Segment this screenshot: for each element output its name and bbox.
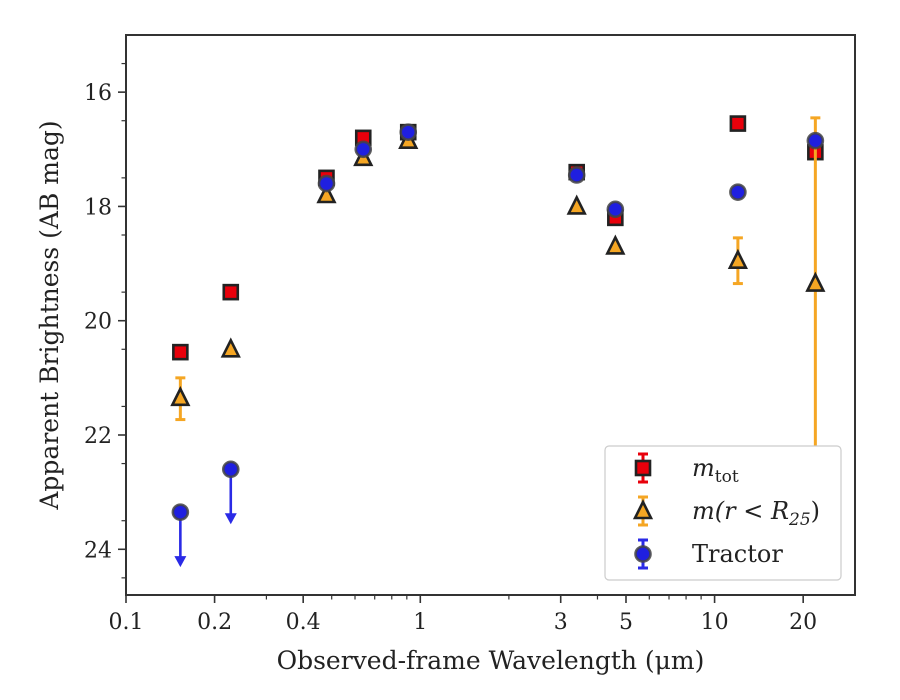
triangle-marker (170, 385, 191, 407)
x-axis-label: Observed-frame Wavelength (μm) (277, 646, 705, 675)
triangle-marker (805, 271, 826, 292)
legend-label: mtot (692, 454, 739, 487)
legend-label: m(r < R25) (692, 497, 820, 530)
triangle-marker (566, 194, 587, 215)
y-tick-label: 20 (84, 310, 112, 335)
x-tick-label: 3 (554, 610, 568, 635)
x-tick-label: 20 (789, 610, 817, 635)
x-tick-label: 0.2 (197, 610, 232, 635)
x-tick-label: 5 (619, 610, 633, 635)
circle-marker (354, 140, 373, 159)
x-tick-label: 0.1 (109, 610, 144, 635)
square-marker (172, 343, 189, 361)
triangle-marker (727, 248, 748, 270)
x-axis-ticks: 0.1 0.2 0.4 1 3 5 10 20 (109, 595, 817, 635)
y-tick-label: 18 (84, 195, 112, 220)
triangle-marker (605, 234, 626, 255)
legend-label: Tractor (692, 540, 783, 568)
upper-limit-arrow (174, 556, 187, 568)
square-marker (222, 283, 240, 301)
circle-marker (567, 166, 586, 184)
y-axis-ticks: 16 18 20 22 24 (84, 62, 126, 579)
legend: mtot m(r < R25) Tractor (604, 445, 842, 581)
circle-marker (806, 131, 825, 150)
legend-box (604, 445, 842, 581)
circle-marker (171, 503, 190, 521)
legend-square-marker (634, 459, 652, 477)
circle-marker (317, 174, 336, 193)
upper-limit-arrow (224, 513, 237, 525)
y-tick-label: 16 (84, 81, 112, 106)
y-tick-label: 22 (84, 424, 112, 449)
legend-triangle-marker (632, 499, 654, 520)
x-tick-label: 0.4 (286, 610, 321, 635)
plot-marks (170, 115, 826, 568)
circle-marker (399, 123, 418, 141)
legend-circle-marker (634, 545, 652, 563)
circle-marker (221, 460, 240, 479)
circle-marker (606, 200, 625, 219)
square-marker (729, 115, 747, 132)
y-tick-label: 24 (84, 538, 112, 563)
x-tick-label: 10 (701, 610, 729, 635)
x-tick-label: 1 (413, 610, 427, 635)
series-2 (171, 123, 825, 568)
plot-frame (125, 34, 856, 596)
triangle-marker (220, 337, 241, 358)
y-axis-label: Apparent Brightness (AB mag) (35, 120, 64, 510)
circle-marker (729, 183, 747, 201)
triangle-marker (316, 183, 337, 204)
